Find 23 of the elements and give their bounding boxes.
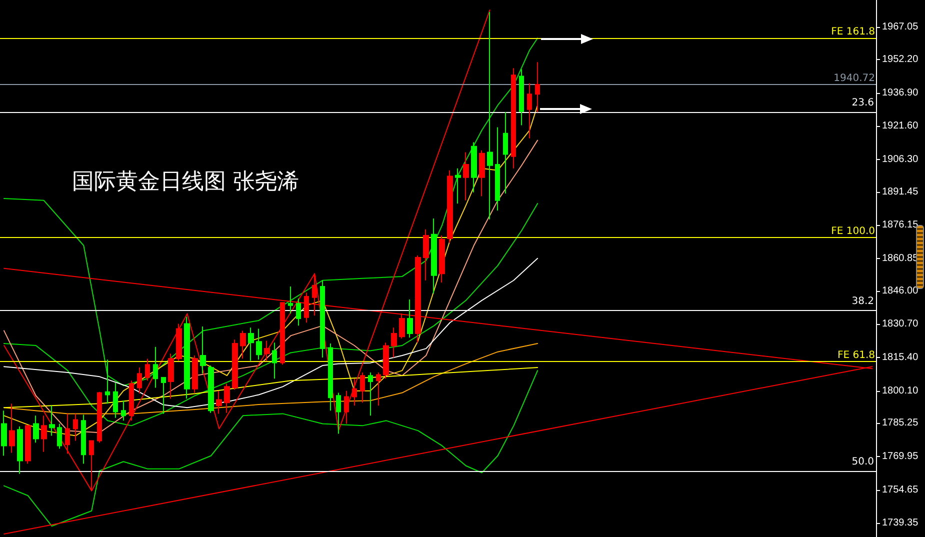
y-tick-label: 1952.20: [882, 54, 919, 65]
y-tick-label: 1846.00: [882, 285, 919, 296]
y-tick-label: 1769.95: [882, 451, 919, 462]
ref-line-label: FE 61.8: [837, 350, 875, 362]
y-tick-label: 1739.35: [882, 518, 919, 529]
y-tick-label: 1906.30: [882, 154, 919, 165]
y-tick-label: 1876.15: [882, 220, 919, 231]
y-tick-label: 1936.90: [882, 87, 919, 98]
y-tick-label: 1754.65: [882, 484, 919, 496]
y-tick-label: 1785.25: [882, 418, 919, 429]
ref-line-label: FE 100.0: [831, 226, 875, 237]
y-tick-label: 1891.45: [882, 186, 919, 198]
y-tick-label: 1800.10: [882, 385, 919, 396]
ref-line-label: FE 161.8: [831, 26, 875, 38]
annotation: 38.2: [852, 296, 874, 307]
y-tick-label: 1921.60: [882, 120, 919, 132]
annotation: 50.0: [852, 456, 874, 468]
annotation: 23.6: [852, 98, 874, 109]
y-tick-label: 1815.40: [882, 352, 919, 363]
y-tick-label: 1830.70: [882, 318, 919, 330]
ref-line-label: 1940.72: [834, 72, 875, 84]
y-tick-label: 1967.05: [882, 22, 919, 33]
text: 国际黄金日线图 张尧浠: [72, 170, 299, 194]
